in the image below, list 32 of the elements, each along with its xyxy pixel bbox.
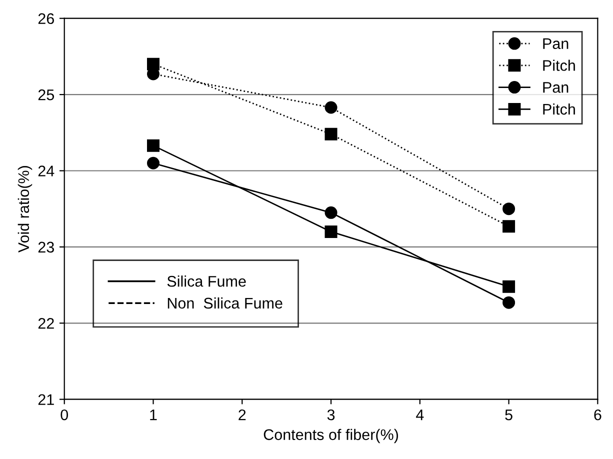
x-tick-label: 1 (150, 410, 157, 420)
point (147, 139, 160, 152)
point (502, 280, 516, 293)
x-axis-title: Contents of fiber(%) (264, 428, 398, 444)
x-tick-label: 5 (505, 410, 512, 420)
y-tick-label: 23 (38, 242, 54, 253)
x-tick-label: 0 (60, 409, 68, 420)
point (324, 206, 338, 219)
annotation: Non Silica Fume (168, 297, 282, 309)
legend-label: Pitch (543, 60, 575, 71)
point (502, 202, 516, 216)
point (502, 220, 516, 233)
annotation: Silica Fume (167, 276, 246, 287)
point (147, 58, 160, 70)
x-tick-label: 4 (416, 410, 424, 420)
legend-label: Pan (543, 38, 568, 50)
y-tick-label: 25 (38, 89, 54, 100)
y-tick-label: 26 (38, 13, 54, 24)
y-tick-label: 24 (38, 166, 54, 176)
x-tick-label: 3 (327, 409, 335, 420)
point (147, 156, 160, 170)
y-tick-label: 21 (38, 394, 54, 405)
y-tick-label: 22 (38, 318, 54, 329)
legend-label: Pitch (543, 103, 575, 115)
legend-label: Pan (543, 82, 568, 93)
x-tick-label: 6 (594, 409, 602, 420)
point (324, 101, 338, 114)
point (324, 128, 338, 140)
point (324, 225, 338, 238)
point (502, 296, 516, 309)
x-tick-label: 2 (238, 409, 246, 420)
y-axis-title: Void ratio(%) (18, 166, 32, 253)
